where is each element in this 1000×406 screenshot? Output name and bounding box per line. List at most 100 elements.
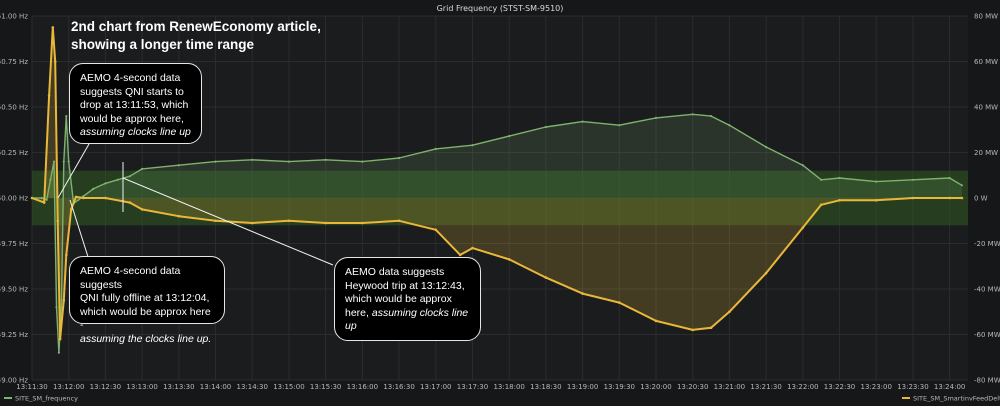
data-point-feed	[51, 26, 55, 29]
data-point-feed	[74, 195, 78, 199]
data-point-frequency	[57, 351, 61, 354]
callout-text-line: AEMO 4-second data	[80, 72, 181, 84]
data-point-frequency	[65, 115, 68, 118]
x-tick-label: 13:15:30	[310, 383, 341, 391]
data-point-feed	[53, 60, 57, 63]
y-tick-label-right: -20 MW	[974, 240, 1000, 248]
data-point-frequency	[214, 160, 217, 163]
data-point-frequency	[361, 160, 364, 163]
data-point-feed	[709, 326, 713, 330]
callout-pointer	[122, 177, 334, 266]
callout-qni-offline: AEMO 4-second data suggests QNI fully of…	[69, 256, 225, 345]
y-tick-label-left: 50.00 Hz	[0, 195, 28, 203]
y-tick-label-left: 49.75 Hz	[0, 240, 28, 248]
data-point-frequency	[49, 178, 52, 181]
data-point-feed	[764, 271, 768, 275]
x-tick-label: 13:24:00	[934, 383, 965, 391]
data-point-frequency	[434, 147, 437, 150]
data-point-feed	[42, 201, 46, 204]
y-tick-label-right: 80 MW	[974, 13, 998, 21]
data-point-frequency	[960, 184, 964, 187]
data-point-feed	[30, 196, 34, 200]
x-tick-label: 13:12:00	[53, 383, 84, 391]
callout-text-line: which would be approx here -	[80, 305, 211, 332]
callout-qni-start: AEMO 4-second data suggests QNI starts t…	[69, 63, 202, 144]
x-tick-label: 13:22:30	[824, 383, 855, 391]
data-point-frequency	[251, 158, 254, 161]
data-point-feed	[801, 226, 805, 229]
data-point-frequency	[544, 125, 548, 129]
data-point-frequency	[52, 160, 56, 163]
legend[interactable]: SITE_SM_frequency SITE_SM_SmartinvFeedDe…	[4, 395, 1000, 403]
data-point-feed	[104, 196, 107, 200]
x-tick-label: 13:18:30	[530, 383, 561, 391]
data-point-feed	[47, 94, 51, 97]
data-point-feed	[65, 253, 68, 257]
data-point-frequency	[875, 180, 878, 183]
data-point-frequency	[471, 144, 474, 147]
data-point-feed	[56, 219, 59, 223]
series-area-frequency	[32, 114, 962, 353]
data-point-feed	[434, 228, 438, 232]
series-area-feed	[32, 27, 962, 340]
data-point-feed	[581, 292, 584, 295]
data-point-feed	[177, 214, 181, 218]
x-tick-label: 13:11:30	[16, 383, 47, 391]
y-axis-left: 51.00 Hz 50.75 Hz 50.50 Hz 50.25 Hz 50.00 Hz…	[0, 13, 28, 385]
data-point-feed	[287, 219, 291, 223]
x-tick-label: 13:18:00	[493, 383, 524, 391]
y-tick-label-right: -40 MW	[974, 286, 1000, 294]
data-point-frequency	[82, 195, 85, 198]
x-tick-label: 13:21:00	[714, 383, 745, 391]
callout-text-line: AEMO data suggests	[345, 266, 445, 278]
data-point-feed	[618, 301, 621, 304]
data-point-feed	[471, 246, 474, 250]
callout-italic: assuming clocks line up	[80, 126, 191, 139]
data-point-frequency	[116, 178, 119, 181]
callout-pointer	[57, 143, 90, 199]
x-tick-label: 13:16:30	[383, 383, 414, 391]
x-tick-label: 13:20:00	[640, 383, 671, 391]
headline-line-1: 2nd chart from RenewEconomy article,	[71, 19, 321, 34]
data-point-feed	[458, 253, 462, 257]
data-point-frequency	[801, 164, 804, 167]
data-point-frequency	[104, 182, 107, 185]
legend-item-frequency[interactable]: SITE_SM_frequency	[15, 395, 78, 403]
data-point-frequency	[728, 124, 731, 127]
y-tick-label-right: 60 MW	[974, 58, 998, 66]
data-point-frequency	[710, 115, 713, 118]
y-tick-label-right: -60 MW	[974, 331, 1000, 339]
data-point-feed	[58, 337, 62, 341]
data-point-feed	[250, 221, 254, 225]
callout-text-line: which would be approx	[345, 293, 452, 306]
headline-line-2: showing a longer time range	[71, 37, 255, 52]
x-tick-label: 13:21:30	[750, 383, 781, 391]
data-point-feed	[140, 208, 144, 211]
data-point-feed	[819, 203, 823, 207]
data-point-frequency	[62, 160, 65, 163]
callout-text-line: drop at 13:11:53, which	[80, 99, 189, 112]
y-tick-label-left: 49.25 Hz	[0, 331, 28, 339]
chart-title: Grid Frequency (STST-SM-9510)	[437, 4, 564, 13]
callout-text-line: AEMO 4-second data suggests	[80, 265, 181, 291]
y-tick-label-left: 51.00 Hz	[0, 13, 28, 21]
callout-pointer-lines	[57, 143, 334, 266]
y-tick-label-left: 50.75 Hz	[0, 58, 28, 66]
data-point-frequency	[55, 306, 58, 309]
series-line-frequency	[32, 113, 963, 354]
callout-text-line: Heywood trip at 13:12:43,	[345, 279, 465, 292]
callout-text-line: suggests QNI starts to	[80, 85, 184, 98]
data-point-feed	[654, 319, 658, 323]
x-tick-label: 13:22:00	[787, 383, 818, 391]
x-tick-label: 13:23:30	[897, 383, 928, 391]
data-point-feed	[874, 199, 878, 202]
y-tick-label-left: 49.00 Hz	[0, 377, 28, 385]
y-tick-label-left: 49.50 Hz	[0, 286, 28, 294]
legend-item-feed[interactable]: SITE_SM_SmartinvFeedDeltaReal	[913, 395, 1000, 403]
data-point-frequency	[287, 160, 290, 163]
y-tick-label-right: 20 MW	[974, 149, 998, 157]
data-point-frequency	[77, 198, 80, 201]
data-point-feed	[82, 196, 85, 200]
x-tick-label: 13:17:30	[457, 383, 488, 391]
x-tick-label: 13:12:30	[90, 383, 121, 391]
